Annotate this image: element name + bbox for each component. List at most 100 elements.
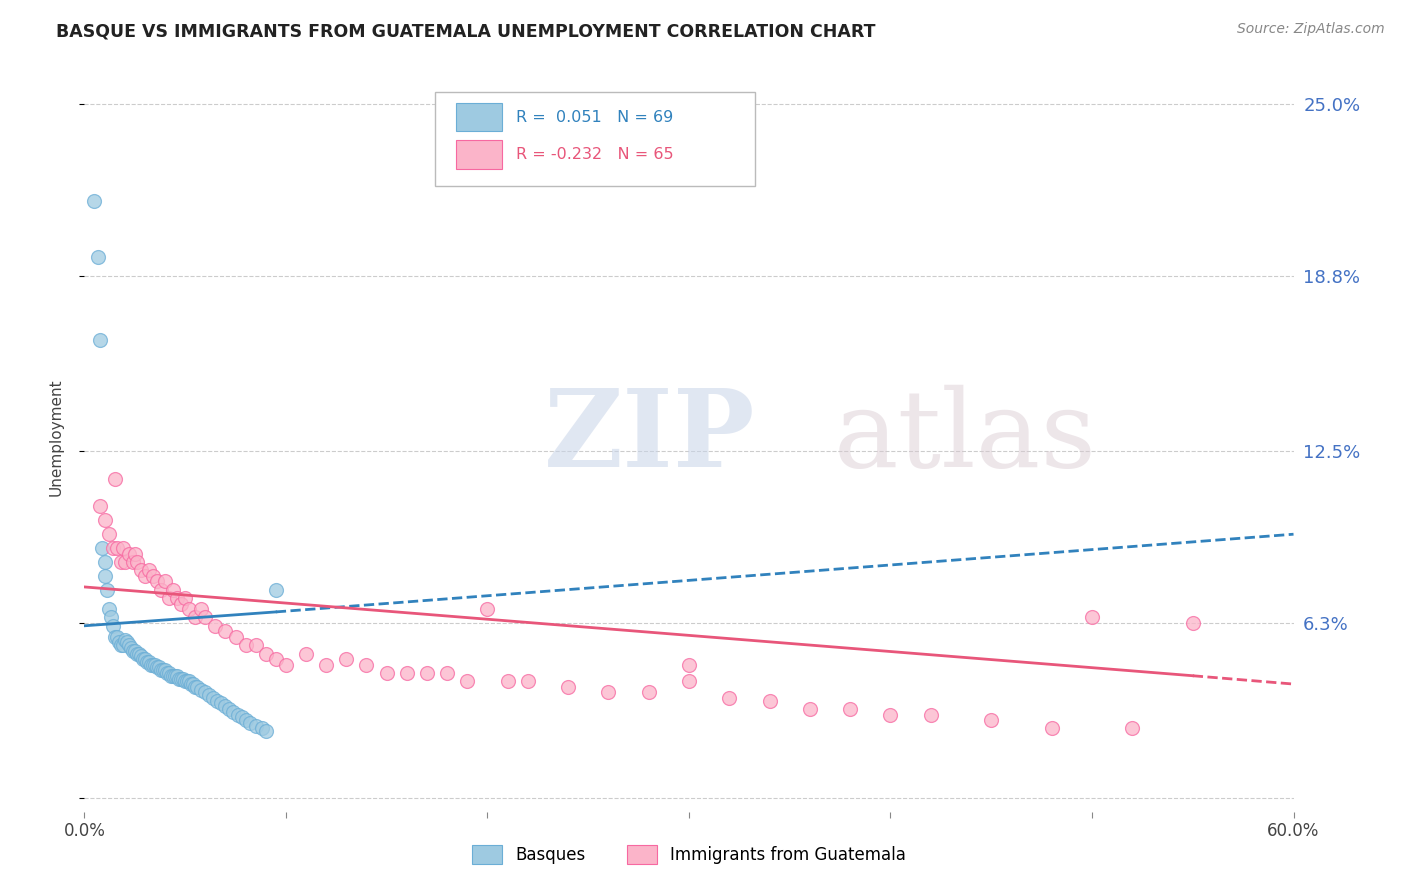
Point	[138, 655, 160, 669]
Point	[254, 724, 277, 739]
Point	[132, 652, 155, 666]
Point	[202, 690, 225, 705]
Point	[180, 677, 202, 691]
Point	[153, 663, 176, 677]
Point	[170, 597, 193, 611]
Point	[207, 694, 229, 708]
FancyBboxPatch shape	[434, 93, 755, 186]
Point	[395, 665, 418, 680]
Point	[190, 682, 212, 697]
Point	[146, 574, 169, 589]
Point	[104, 630, 127, 644]
Point	[83, 194, 105, 209]
Point	[96, 582, 118, 597]
Point	[176, 674, 198, 689]
Point	[114, 632, 136, 647]
Point	[225, 630, 247, 644]
Point	[101, 619, 124, 633]
Point	[128, 647, 150, 661]
Point	[678, 674, 700, 689]
Point	[496, 674, 519, 689]
Bar	[456, 140, 502, 169]
Point	[142, 657, 165, 672]
Point	[104, 472, 127, 486]
Point	[375, 665, 398, 680]
Point	[184, 680, 207, 694]
Point	[181, 677, 204, 691]
Point	[218, 702, 240, 716]
Point	[105, 541, 128, 555]
Point	[226, 707, 249, 722]
Y-axis label: Unemployment: Unemployment	[49, 378, 63, 496]
Point	[477, 602, 499, 616]
Point	[557, 680, 579, 694]
Point	[125, 647, 148, 661]
Point	[114, 555, 136, 569]
Point	[250, 722, 273, 736]
Point	[356, 657, 378, 672]
Text: R =  0.051   N = 69: R = 0.051 N = 69	[516, 110, 673, 125]
Point	[91, 541, 114, 555]
Point	[186, 680, 208, 694]
Point	[980, 713, 1002, 727]
Point	[97, 602, 120, 616]
Point	[436, 665, 458, 680]
Text: ZIP: ZIP	[544, 384, 755, 490]
Point	[254, 647, 277, 661]
Point	[139, 657, 162, 672]
Point	[111, 638, 134, 652]
Point	[274, 657, 297, 672]
Point	[146, 660, 169, 674]
Point	[416, 665, 439, 680]
Point	[125, 555, 148, 569]
Point	[105, 630, 128, 644]
Point	[198, 688, 221, 702]
Point	[101, 541, 124, 555]
Point	[89, 333, 111, 347]
Point	[162, 582, 184, 597]
Point	[758, 694, 780, 708]
Point	[157, 665, 180, 680]
Legend: Basques, Immigrants from Guatemala: Basques, Immigrants from Guatemala	[465, 838, 912, 871]
Point	[678, 657, 700, 672]
Point	[156, 665, 179, 680]
Point	[162, 669, 184, 683]
Point	[118, 547, 141, 561]
Point	[235, 638, 257, 652]
Point	[456, 674, 478, 689]
Text: R = -0.232   N = 65: R = -0.232 N = 65	[516, 147, 673, 162]
Point	[235, 713, 257, 727]
Point	[124, 547, 146, 561]
Point	[165, 669, 187, 683]
Point	[879, 707, 901, 722]
Point	[172, 672, 194, 686]
Point	[89, 500, 111, 514]
Point	[170, 672, 193, 686]
Point	[134, 569, 156, 583]
Point	[194, 685, 217, 699]
Point	[124, 644, 146, 658]
Point	[166, 591, 188, 605]
Point	[100, 610, 122, 624]
Point	[231, 710, 253, 724]
Point	[129, 649, 152, 664]
Point	[245, 638, 267, 652]
Point	[153, 574, 176, 589]
Text: Source: ZipAtlas.com: Source: ZipAtlas.com	[1237, 22, 1385, 37]
Point	[87, 250, 110, 264]
Point	[107, 635, 129, 649]
Point	[264, 582, 287, 597]
Point	[167, 672, 190, 686]
Point	[179, 674, 201, 689]
Point	[264, 652, 287, 666]
Point	[214, 699, 236, 714]
Point	[160, 669, 183, 683]
Point	[516, 674, 538, 689]
Point	[143, 657, 166, 672]
Point	[295, 647, 318, 661]
Point	[138, 563, 160, 577]
Text: atlas: atlas	[834, 384, 1097, 490]
Point	[135, 655, 157, 669]
Point	[1181, 615, 1204, 630]
Point	[121, 555, 143, 569]
